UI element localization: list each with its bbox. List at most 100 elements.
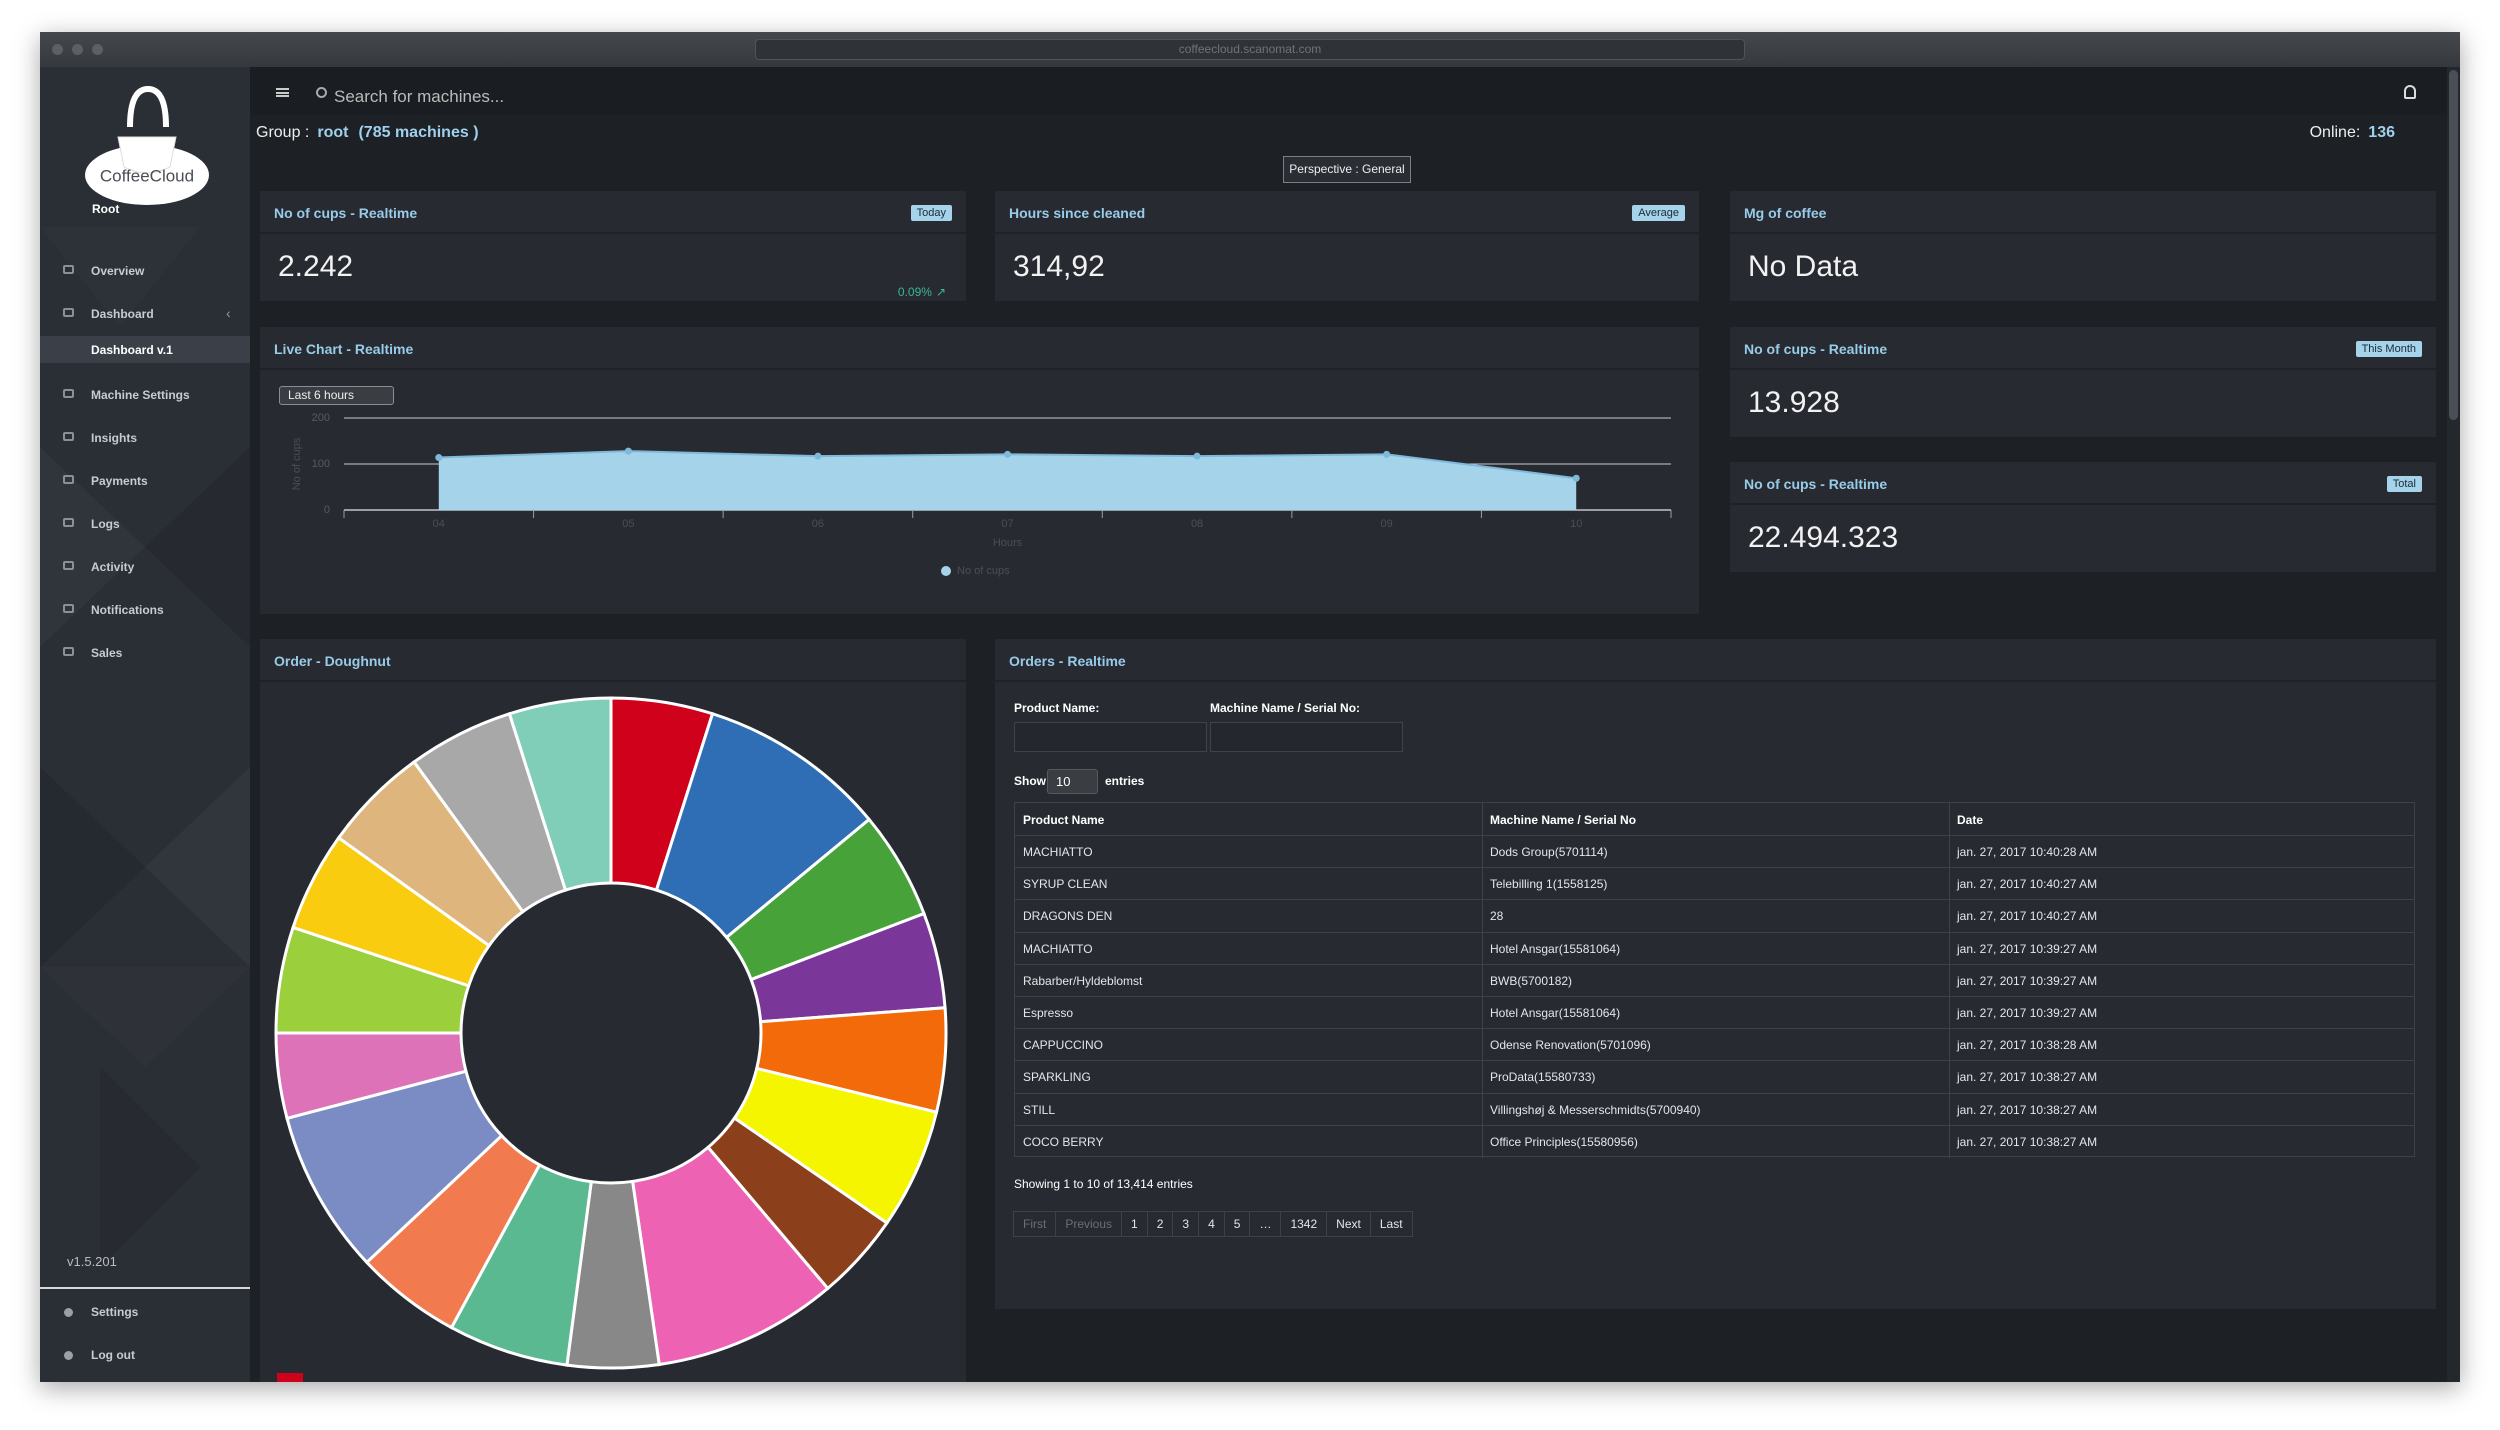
- perspective-button[interactable]: Perspective : General: [1283, 156, 1411, 183]
- menu-item[interactable]: Overview: [91, 264, 145, 278]
- menu-item[interactable]: Sales: [91, 646, 123, 660]
- panel-title: No of cups - Realtime: [1744, 476, 1888, 492]
- menu-icon: [63, 265, 74, 274]
- panel-header: No of cups - Realtime: [1730, 462, 2436, 505]
- column-header[interactable]: Machine Name / Serial No: [1490, 813, 1637, 827]
- menu-item[interactable]: Insights: [91, 431, 138, 445]
- window-dot[interactable]: [92, 44, 103, 55]
- footer-item[interactable]: Log out: [91, 1348, 135, 1362]
- search[interactable]: Search for machines...: [334, 87, 505, 106]
- window-dot[interactable]: [52, 44, 63, 55]
- group-label: Group :: [256, 124, 310, 141]
- online: Online: 136: [2310, 124, 2395, 142]
- badge: Today: [910, 205, 952, 221]
- column-header[interactable]: Product Name: [1023, 813, 1105, 827]
- menu-toggle[interactable]: [276, 88, 289, 97]
- top-bar: Search for machines...: [250, 67, 2447, 115]
- range-select[interactable]: Last 6 hours: [279, 386, 394, 405]
- cell: jan. 27, 2017 10:40:27 AM: [1957, 877, 2098, 892]
- column-header[interactable]: Date: [1957, 813, 1984, 827]
- page-size[interactable]: 10: [1047, 769, 1098, 794]
- page-button[interactable]: 5: [1223, 1211, 1251, 1237]
- badge: Average: [1632, 205, 1685, 221]
- panel-title: Orders - Realtime: [1009, 653, 1126, 669]
- page-button[interactable]: First: [1013, 1211, 1057, 1237]
- cell: Rabarber/Hyldeblomst: [1023, 973, 1143, 988]
- panel-title: Live Chart - Realtime: [274, 341, 414, 357]
- cell: jan. 27, 2017 10:38:27 AM: [1957, 1070, 2098, 1085]
- page-button[interactable]: Last: [1369, 1211, 1413, 1237]
- menu-item[interactable]: Logs: [91, 517, 120, 531]
- page-button[interactable]: 2: [1146, 1211, 1174, 1237]
- column-divider: [1482, 803, 1483, 1158]
- pattern: [40, 447, 145, 647]
- cell: SYRUP CLEAN: [1023, 877, 1108, 892]
- footer-item[interactable]: Settings: [91, 1305, 139, 1319]
- panel-header: Order - Doughnut: [260, 639, 966, 682]
- cell: jan. 27, 2017 10:38:27 AM: [1957, 1102, 2098, 1117]
- window-dot[interactable]: [72, 44, 83, 55]
- column-divider: [1949, 803, 1950, 1158]
- panel: No of cups - Realtime Today 2.242 0.09% ↗: [260, 191, 966, 301]
- row-divider: [1015, 1124, 2414, 1126]
- brand: CoffeeCloud: [100, 166, 194, 185]
- scroll-thumb[interactable]: [2449, 70, 2458, 420]
- page-button[interactable]: 4: [1198, 1211, 1225, 1237]
- page-button[interactable]: Previous: [1055, 1211, 1123, 1237]
- cell: Hotel Ansgar(15581064): [1490, 941, 1621, 956]
- panel-title: Mg of coffee: [1744, 205, 1827, 221]
- filter-input[interactable]: [1014, 722, 1207, 752]
- change-value: 0.09%: [897, 285, 932, 299]
- row-divider: [1015, 996, 2414, 997]
- submenu-item[interactable]: Dashboard v.1: [91, 343, 173, 357]
- version: v1.5.201: [67, 1254, 117, 1269]
- url-bar[interactable]: coffeecloud.scanomat.com: [755, 39, 1745, 60]
- menu-icon: [63, 647, 74, 656]
- page-button[interactable]: 3: [1172, 1211, 1200, 1237]
- logo-cloud: [85, 145, 209, 205]
- panel-title: Hours since cleaned: [1009, 205, 1146, 221]
- panel: No of cups - Realtime Total 22.494.323: [1730, 462, 2436, 572]
- menu-item[interactable]: Activity: [91, 560, 135, 574]
- submenu-caret: ‹: [226, 305, 231, 321]
- cell: DRAGONS DEN: [1023, 909, 1113, 924]
- cell: Hotel Ansgar(15581064): [1490, 1006, 1621, 1020]
- badge: This Month: [2355, 341, 2422, 357]
- cell: jan. 27, 2017 10:40:28 AM: [1957, 845, 2098, 859]
- panel-header: Hours since cleaned: [995, 191, 1699, 234]
- cell: Office Principles(15580956): [1490, 1134, 1638, 1149]
- cell: STILL: [1023, 1102, 1056, 1117]
- stat-value: 22.494.323: [1748, 521, 1899, 554]
- stat-value: 2.242: [278, 250, 354, 283]
- panel: No of cups - Realtime This Month 13.928: [1730, 327, 2436, 437]
- show-label: Show: [1014, 774, 1046, 788]
- pattern: [40, 227, 200, 327]
- menu-item[interactable]: Notifications: [91, 603, 164, 617]
- online-label: Online:: [2309, 124, 2361, 141]
- change-icon: ↗: [935, 285, 946, 299]
- panel-header: No of cups - Realtime: [1730, 327, 2436, 370]
- cell: Villingshøj & Messerschmidts(5700940): [1490, 1102, 1701, 1117]
- panel-header: Mg of coffee: [1730, 191, 2436, 234]
- filter-input[interactable]: [1210, 722, 1403, 752]
- row-divider: [1015, 899, 2414, 901]
- menu-item[interactable]: Dashboard: [91, 307, 154, 321]
- title-bar: coffeecloud.scanomat.com: [40, 32, 2460, 67]
- filter-label: Product Name:: [1014, 701, 1100, 715]
- pattern: [100, 1067, 200, 1267]
- group-name[interactable]: root: [317, 124, 349, 141]
- menu-item[interactable]: Machine Settings: [91, 388, 190, 402]
- menu-icon: [63, 308, 74, 317]
- cell: MACHIATTO: [1023, 845, 1093, 859]
- page-button[interactable]: …: [1249, 1211, 1282, 1237]
- menu-item[interactable]: Payments: [91, 474, 148, 488]
- panel: Hours since cleaned Average 314,92: [995, 191, 1699, 301]
- menu-icon: [63, 389, 74, 398]
- row-divider: [1015, 1060, 2414, 1062]
- stat-change: 0.09% ↗: [898, 285, 946, 299]
- page-button[interactable]: 1: [1121, 1211, 1148, 1237]
- user-icon[interactable]: [2404, 85, 2416, 99]
- page-button[interactable]: 1342: [1280, 1211, 1328, 1237]
- page-button[interactable]: Next: [1326, 1211, 1371, 1237]
